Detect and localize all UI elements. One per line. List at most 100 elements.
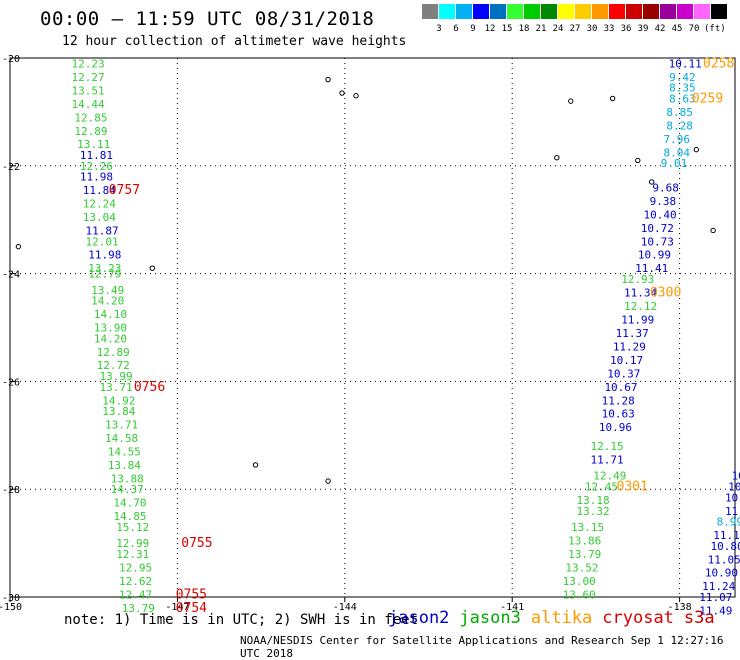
page-subtitle: 12 hour collection of altimeter wave hei…	[62, 34, 407, 49]
data-label-jason2: 11.98	[88, 249, 121, 262]
data-label-jason2: 10.17	[610, 354, 643, 367]
island-marker	[554, 155, 560, 161]
data-label-cryosat: 0757	[109, 183, 140, 198]
data-label-jason2-light: 8.28	[666, 119, 693, 132]
data-label-cryosat: 0755	[176, 587, 207, 602]
page-title: 00:00 – 11:59 UTC 08/31/2018	[40, 8, 375, 30]
data-label-jason3: 13.15	[571, 521, 604, 534]
data-label-jason3: 12.01	[86, 235, 119, 248]
color-swatch	[473, 4, 489, 19]
data-label-jason3: 13.99	[99, 370, 132, 383]
color-swatch	[592, 4, 608, 19]
color-swatch	[558, 4, 574, 19]
data-label-jason3: 14.20	[91, 295, 124, 308]
data-label-jason2-light: 7.96	[664, 133, 691, 146]
data-label-jason3: 14.92	[102, 394, 135, 407]
color-swatch	[456, 4, 472, 19]
island-marker	[325, 478, 331, 484]
data-label-jason2: 11.34	[624, 286, 657, 299]
color-swatch	[507, 4, 523, 19]
y-tick-label: -30	[2, 593, 20, 604]
data-label-altika: 0300	[650, 285, 681, 300]
data-label-jason3: 14.55	[108, 445, 141, 458]
color-scale-label: 24	[552, 24, 564, 34]
footer-note: note: 1) Time is in UTC; 2) SWH is in fe…	[64, 612, 419, 628]
data-label-jason3: 14.70	[113, 497, 146, 510]
color-scale-label: 42	[654, 24, 666, 34]
plot-frame	[9, 57, 736, 598]
island-marker	[693, 146, 700, 153]
data-label-jason2: 11.05	[708, 553, 740, 566]
data-label-jason2-light: 8.04	[664, 146, 691, 159]
data-label-cryosat: 0755	[181, 536, 212, 551]
x-tick-label: -141	[500, 602, 524, 613]
data-label-jason2: 10.40	[644, 208, 677, 221]
color-scale-label: 3	[436, 24, 442, 34]
data-label-jason3: 12.31	[116, 548, 149, 561]
island-marker	[635, 157, 641, 164]
legend-jason2: jason2	[388, 608, 450, 628]
data-label-jason3: 13.86	[568, 534, 601, 547]
y-tick-label: -26	[2, 377, 20, 388]
data-label-jason3: 12.72	[97, 359, 130, 372]
data-label-jason3: 13.90	[94, 322, 127, 335]
data-label-jason3: 14.37	[111, 483, 144, 496]
y-tick-label: -22	[2, 162, 20, 173]
data-label-jason3: 13.84	[108, 459, 141, 472]
data-label-jason3: 12.49	[593, 470, 626, 483]
data-label-jason2: 11.37	[616, 327, 649, 340]
data-label-jason2: 11.99	[621, 313, 654, 326]
data-label-jason3: 13.00	[563, 575, 596, 588]
data-label-jason3: 13.51	[72, 84, 105, 97]
color-scale-label: 18	[518, 24, 530, 34]
island-marker	[339, 90, 345, 96]
data-label-jason3: 12.12	[624, 300, 657, 313]
x-tick-label: -150	[0, 602, 22, 613]
color-scale-label: 39	[637, 24, 649, 34]
data-label-jason3: 13.04	[83, 211, 116, 224]
data-label-jason2: 11.24	[702, 580, 735, 593]
data-label-jason2: 11.87	[86, 224, 119, 237]
data-label-jason2: 10.72	[641, 222, 674, 235]
data-label-jason2: 11.81	[80, 149, 113, 162]
color-swatch	[609, 4, 625, 19]
color-scale-label: 9	[470, 24, 476, 34]
data-label-jason2: 11.07	[699, 591, 732, 604]
data-label-jason3: 14.58	[105, 432, 138, 445]
data-label-jason2-light: 9.42	[669, 71, 696, 84]
data-label-jason3: 14.44	[72, 98, 105, 111]
data-label-jason2: 10	[732, 470, 740, 483]
data-label-jason3: 12.79	[88, 268, 121, 281]
island-marker	[15, 243, 22, 250]
data-label-jason2: 11.41	[635, 262, 668, 275]
island-marker	[149, 265, 155, 271]
data-label-jason3: 12.24	[83, 198, 116, 211]
color-swatch	[490, 4, 506, 19]
data-label-jason3: 13.11	[77, 138, 110, 151]
legend-s3a: s3a	[683, 608, 715, 628]
data-label-jason2: 11.71	[590, 454, 623, 467]
data-label-jason2: 11.49	[699, 604, 732, 617]
data-label-jason3: 13.84	[102, 405, 135, 418]
color-swatch	[422, 4, 438, 19]
color-swatch	[541, 4, 557, 19]
color-scale-label: 12	[484, 24, 496, 34]
color-swatch	[575, 4, 591, 19]
island-marker	[710, 227, 716, 234]
island-marker	[649, 179, 655, 185]
island-marker	[325, 76, 331, 83]
data-label-jason3: 13.32	[577, 505, 610, 518]
data-label-jason3: 13.79	[122, 602, 155, 615]
legend-altika: altika	[530, 608, 593, 628]
color-scale-label: 36	[620, 24, 632, 34]
data-label-altika: 0258	[703, 56, 734, 71]
data-label-jason3: 12.26	[80, 160, 113, 173]
data-label-jason2: 11.29	[613, 340, 646, 353]
data-label-jason2: 9.68	[652, 181, 679, 194]
data-label-jason3: 13.49	[91, 284, 124, 297]
data-label-jason2: 10.	[728, 481, 740, 494]
legend-cryosat: cryosat	[602, 608, 674, 628]
data-label-jason2: 10.67	[604, 381, 637, 394]
data-label-jason3: 12.27	[72, 71, 105, 84]
